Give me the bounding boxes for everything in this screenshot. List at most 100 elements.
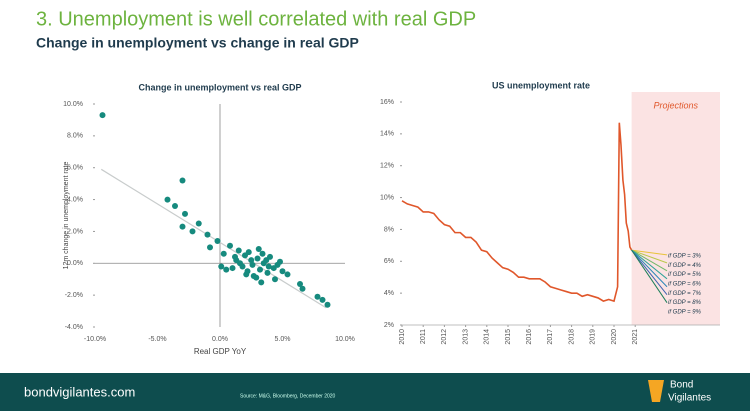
shaded-region-label: Projections bbox=[654, 100, 699, 110]
y-tick-label: 4.0% bbox=[67, 196, 83, 203]
point bbox=[257, 266, 263, 273]
series-line bbox=[631, 249, 668, 264]
point bbox=[220, 250, 227, 257]
y-tick-label: 6% bbox=[384, 258, 394, 265]
x-tick-label: 0.0% bbox=[212, 336, 228, 343]
point bbox=[299, 285, 306, 292]
chart-title: US unemployment rate bbox=[492, 80, 590, 90]
legend-label: if GDP = 8% bbox=[668, 300, 702, 306]
y-tick-label: 14% bbox=[380, 131, 394, 138]
logo-text: Vigilantes bbox=[668, 393, 711, 404]
y-tick-label: 0.0% bbox=[67, 260, 83, 267]
x-tick-label: 10.0% bbox=[335, 336, 355, 343]
point bbox=[258, 279, 265, 286]
point bbox=[182, 210, 188, 217]
point bbox=[248, 257, 255, 264]
x-tick-label: 2012 bbox=[441, 329, 448, 345]
point bbox=[253, 274, 260, 281]
x-tick-label: -5.0% bbox=[148, 336, 166, 343]
series-line bbox=[631, 249, 668, 272]
point bbox=[272, 276, 278, 283]
legend-label: if GDP = 6% bbox=[668, 282, 702, 288]
slide-title: 3. Unemployment is well correlated with … bbox=[36, 8, 476, 30]
x-tick-label: 2014 bbox=[484, 329, 491, 345]
point bbox=[314, 293, 321, 300]
point bbox=[265, 263, 272, 270]
x-tick-label: 2016 bbox=[526, 329, 533, 345]
x-tick-label: 2010 bbox=[399, 329, 406, 345]
point bbox=[279, 268, 286, 275]
x-tick-label: 2019 bbox=[590, 329, 597, 345]
trend-line bbox=[100, 168, 327, 309]
legend-label: if GDP = 3% bbox=[668, 254, 702, 260]
y-tick-label: 6.0% bbox=[67, 165, 83, 172]
point bbox=[297, 280, 303, 287]
series-line bbox=[631, 249, 668, 296]
y-tick-label: 16% bbox=[380, 99, 394, 106]
shaded-region bbox=[631, 92, 720, 325]
point bbox=[223, 266, 230, 273]
series-line bbox=[631, 249, 668, 280]
footer-bar bbox=[0, 373, 750, 411]
y-tick-label: 10% bbox=[380, 194, 394, 201]
point bbox=[227, 242, 233, 249]
point bbox=[99, 112, 106, 119]
point bbox=[277, 258, 283, 265]
y-axis-label: 12m change in unemployment rate bbox=[63, 162, 70, 270]
x-tick-label: 2017 bbox=[547, 329, 554, 345]
point bbox=[229, 265, 236, 272]
point bbox=[207, 244, 213, 251]
point bbox=[264, 269, 271, 276]
footer-site: bondvigilantes.com bbox=[24, 384, 135, 399]
point bbox=[284, 271, 291, 278]
x-tick-label: 2013 bbox=[462, 329, 469, 345]
x-tick-label: -10.0% bbox=[84, 336, 106, 343]
y-tick-label: 10.0% bbox=[63, 101, 83, 108]
point bbox=[243, 271, 250, 278]
chart-title: Change in unemployment vs real GDP bbox=[138, 82, 301, 92]
point bbox=[324, 301, 331, 308]
point bbox=[255, 245, 262, 252]
point bbox=[218, 263, 225, 270]
y-tick-label: 12% bbox=[380, 163, 394, 170]
point bbox=[195, 220, 202, 227]
legend-label: if GDP = 4% bbox=[668, 263, 702, 269]
x-tick-label: 2018 bbox=[568, 329, 575, 345]
x-tick-label: 2015 bbox=[505, 329, 512, 345]
point bbox=[259, 250, 266, 257]
series-line bbox=[631, 249, 668, 303]
logo-mark bbox=[648, 380, 664, 402]
point bbox=[164, 196, 171, 203]
y-tick-label: -4.0% bbox=[65, 324, 83, 331]
series-line bbox=[631, 249, 668, 288]
y-tick-label: 8% bbox=[384, 226, 394, 233]
x-tick-label: 2011 bbox=[420, 329, 427, 344]
point bbox=[245, 249, 252, 256]
series-line bbox=[401, 122, 633, 303]
logo-text: Bond bbox=[670, 380, 693, 391]
point bbox=[319, 296, 326, 303]
point bbox=[254, 255, 261, 262]
x-tick-label: 2021 bbox=[632, 329, 639, 345]
point bbox=[179, 177, 186, 184]
point bbox=[179, 223, 186, 230]
y-tick-label: 2.0% bbox=[67, 228, 83, 235]
point bbox=[249, 261, 256, 268]
point bbox=[172, 202, 178, 209]
point bbox=[214, 237, 221, 244]
point bbox=[263, 257, 270, 264]
point bbox=[235, 247, 242, 254]
point bbox=[189, 228, 196, 235]
legend-label: if GDP = 7% bbox=[668, 291, 702, 297]
y-tick-label: 2% bbox=[384, 322, 394, 329]
x-axis-label: Real GDP YoY bbox=[194, 347, 247, 356]
y-tick-label: 8.0% bbox=[67, 133, 83, 140]
x-tick-label: 5.0% bbox=[275, 336, 291, 343]
y-tick-label: -2.0% bbox=[65, 292, 83, 299]
legend-label: if GDP = 9% bbox=[668, 310, 702, 316]
legend-label: if GDP = 5% bbox=[668, 272, 702, 278]
footer-source: Source: M&G, Bloomberg, December 2020 bbox=[240, 393, 336, 399]
point bbox=[233, 257, 240, 264]
